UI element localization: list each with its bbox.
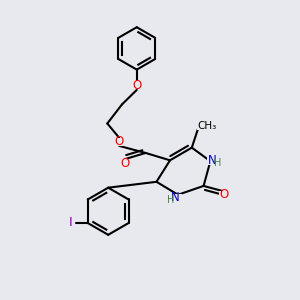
FancyBboxPatch shape bbox=[169, 194, 182, 202]
FancyBboxPatch shape bbox=[197, 122, 216, 130]
Text: O: O bbox=[120, 157, 130, 170]
FancyBboxPatch shape bbox=[67, 218, 75, 226]
FancyBboxPatch shape bbox=[121, 159, 129, 167]
FancyBboxPatch shape bbox=[133, 81, 141, 89]
Text: H: H bbox=[214, 158, 222, 168]
Text: CH₃: CH₃ bbox=[197, 121, 217, 130]
Text: N: N bbox=[208, 154, 217, 167]
FancyBboxPatch shape bbox=[220, 190, 228, 199]
Text: O: O bbox=[132, 79, 141, 92]
Text: H: H bbox=[167, 195, 174, 205]
Text: N: N bbox=[171, 191, 180, 204]
FancyBboxPatch shape bbox=[206, 157, 219, 165]
Text: O: O bbox=[219, 188, 228, 201]
Text: I: I bbox=[69, 216, 73, 229]
FancyBboxPatch shape bbox=[115, 138, 123, 146]
Text: O: O bbox=[115, 135, 124, 148]
